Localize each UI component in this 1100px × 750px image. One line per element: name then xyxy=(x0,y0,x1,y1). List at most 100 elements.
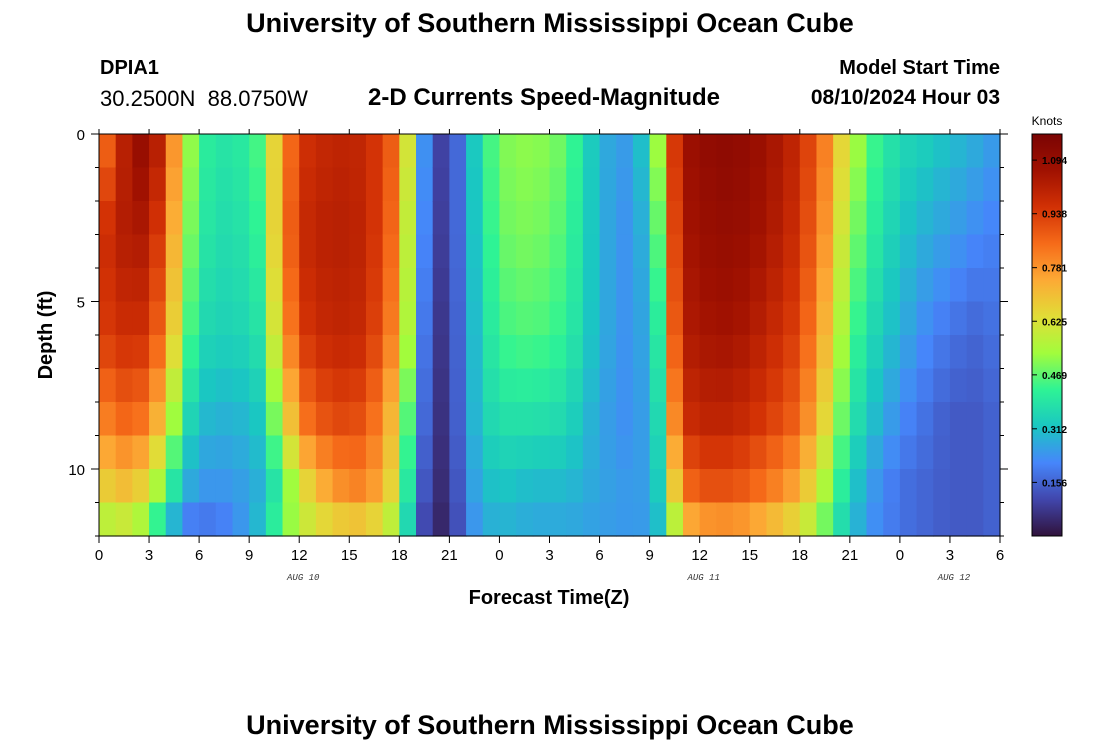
heatmap-cell xyxy=(149,234,167,269)
heatmap-cell xyxy=(849,335,868,370)
heatmap-cell xyxy=(883,234,901,269)
heatmap-cell xyxy=(132,234,150,269)
heatmap-cell xyxy=(232,234,250,269)
heatmap-cell xyxy=(733,368,751,403)
heatmap-cell xyxy=(332,167,350,202)
heatmap-cell xyxy=(849,167,868,202)
heatmap-cell xyxy=(666,435,684,470)
heatmap-cell xyxy=(582,167,601,202)
heatmap-cell xyxy=(783,201,801,236)
heatmap-cell xyxy=(516,469,534,504)
heatmap-cell xyxy=(416,435,434,470)
heatmap-cell xyxy=(816,134,834,169)
heatmap-cell xyxy=(983,134,1001,169)
heatmap-cell xyxy=(799,368,818,403)
heatmap-cell xyxy=(382,435,400,470)
heatmap-cell xyxy=(599,167,617,202)
heatmap-cell xyxy=(215,167,234,202)
heatmap-cell xyxy=(332,134,350,169)
heatmap-cell xyxy=(716,469,734,504)
heatmap-cell xyxy=(482,335,501,370)
heatmap-cell xyxy=(949,469,968,504)
heatmap-cell xyxy=(699,167,717,202)
heatmap-cell xyxy=(149,268,167,303)
heatmap-cell xyxy=(733,469,751,504)
heatmap-cell xyxy=(365,502,384,537)
heatmap-cell xyxy=(766,335,784,370)
heatmap-cell xyxy=(282,469,300,504)
heatmap-cell xyxy=(516,201,534,236)
heatmap-cell xyxy=(199,469,217,504)
day-label: AUG 11 xyxy=(686,573,719,583)
heatmap-cell xyxy=(299,435,317,470)
heatmap-cell xyxy=(332,402,350,437)
heatmap-cell xyxy=(115,402,133,437)
heatmap-cell xyxy=(549,268,567,303)
heatmap-cell xyxy=(916,435,934,470)
x-tick-label: 15 xyxy=(741,547,758,564)
heatmap-cell xyxy=(265,502,284,537)
heatmap-cell xyxy=(866,402,884,437)
heatmap-cell xyxy=(115,301,133,336)
heatmap-cell xyxy=(532,268,551,303)
heatmap-cell xyxy=(916,335,934,370)
heatmap-cell xyxy=(983,368,1001,403)
x-tick-label: 0 xyxy=(495,547,503,564)
heatmap-cell xyxy=(649,502,667,537)
heatmap-cell xyxy=(933,134,951,169)
heatmap-cell xyxy=(766,301,784,336)
heatmap-cell xyxy=(916,268,934,303)
heatmap-cell xyxy=(933,201,951,236)
heatmap-cell xyxy=(666,301,684,336)
heatmap-cell xyxy=(799,167,818,202)
heatmap-cell xyxy=(449,368,467,403)
heatmap-cell xyxy=(315,167,334,202)
heatmap-cell xyxy=(549,402,567,437)
heatmap-cell xyxy=(349,335,367,370)
heatmap-cell xyxy=(949,502,968,537)
heatmap-cell xyxy=(115,201,133,236)
heatmap-cell xyxy=(799,335,818,370)
heatmap-cell xyxy=(599,402,617,437)
heatmap-cell xyxy=(315,335,334,370)
heatmap-cell xyxy=(849,502,868,537)
heatmap-cell xyxy=(566,335,584,370)
heatmap-cell xyxy=(365,335,384,370)
heatmap-cell xyxy=(849,268,868,303)
heatmap-cell xyxy=(582,268,601,303)
heatmap-cell xyxy=(866,368,884,403)
heatmap-cell xyxy=(349,435,367,470)
heatmap-cell xyxy=(949,167,968,202)
heatmap-cell xyxy=(966,234,984,269)
heatmap-cell xyxy=(132,435,150,470)
heatmap-cell xyxy=(682,268,701,303)
heatmap-cell xyxy=(115,167,133,202)
heatmap-cell xyxy=(599,502,617,537)
heatmap-cell xyxy=(799,469,818,504)
heatmap-cell xyxy=(682,134,701,169)
heatmap-cell xyxy=(382,335,400,370)
heatmap-cell xyxy=(99,234,117,269)
heatmap-cell xyxy=(783,134,801,169)
heatmap-cell xyxy=(899,435,918,470)
heatmap-cell xyxy=(249,301,267,336)
heatmap-cell xyxy=(349,201,367,236)
heatmap-cell xyxy=(315,301,334,336)
heatmap-cell xyxy=(499,234,517,269)
heatmap-cell xyxy=(299,335,317,370)
heatmap-cell xyxy=(666,134,684,169)
heatmap-cell xyxy=(332,502,350,537)
heatmap-cell xyxy=(566,167,584,202)
heatmap-cell xyxy=(315,201,334,236)
heatmap-cell xyxy=(799,268,818,303)
heatmap-cell xyxy=(249,335,267,370)
x-tick-label: 12 xyxy=(691,547,708,564)
heatmap-cell xyxy=(466,134,484,169)
heatmap-cell xyxy=(532,134,551,169)
heatmap-cell xyxy=(833,201,851,236)
heatmap-cell xyxy=(232,268,250,303)
heatmap-cell xyxy=(99,368,117,403)
heatmap-cell xyxy=(249,402,267,437)
heatmap-cell xyxy=(833,301,851,336)
heatmap-cell xyxy=(332,335,350,370)
